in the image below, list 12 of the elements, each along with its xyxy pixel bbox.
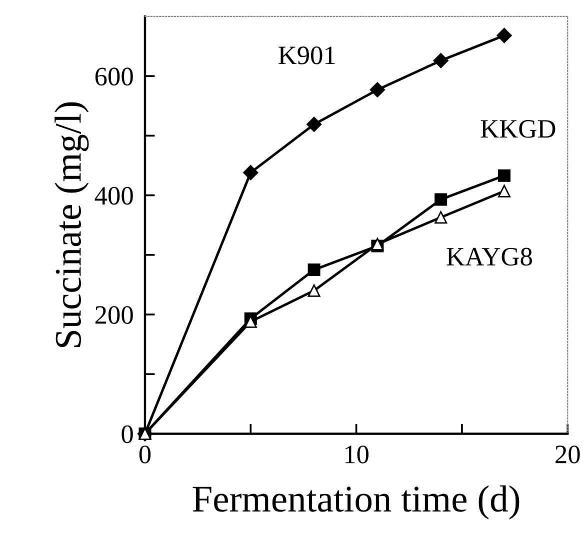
series-label: KKGD [480, 120, 556, 138]
y-tick-label: 400 [94, 186, 133, 205]
x-tick-label: 10 [345, 446, 368, 464]
y-tick-label: 600 [95, 68, 133, 86]
y-axis-title: Succinate (mg/l) [54, 102, 89, 348]
x-tick-label: 20 [556, 446, 580, 464]
x-tick-label: 0 [139, 446, 151, 464]
y-tick-label: 200 [95, 306, 133, 324]
series-label: K901 [278, 46, 335, 64]
series-label: KAYG8 [446, 248, 532, 266]
y-tick-label: 0 [122, 425, 133, 444]
x-axis-title: Fermentation time (d) [192, 485, 520, 520]
